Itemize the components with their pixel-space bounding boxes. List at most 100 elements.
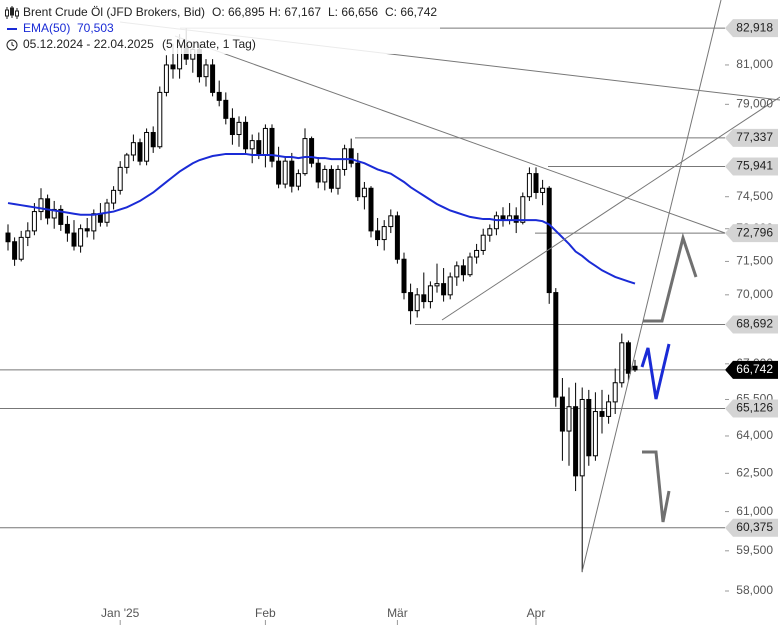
trend-line: [441, 96, 780, 321]
clock-icon: [6, 39, 18, 51]
candle-body-up: [78, 228, 84, 247]
candle-body-up: [249, 140, 255, 150]
header: Brent Crude Öl (JFD Brokers, Bid) O: 66,…: [0, 0, 440, 54]
candle-body-down: [97, 213, 103, 223]
candle-body-down: [137, 142, 143, 162]
candle-body-up: [606, 401, 612, 417]
candle-body-down: [309, 138, 315, 164]
candle-body-down: [71, 232, 77, 247]
plot-area: Jan '25 Feb Mär Apr: [0, 27, 725, 625]
candle-body-down: [276, 160, 282, 185]
y-tick-label: 71,500: [736, 254, 773, 268]
level-label: 60,375: [736, 520, 773, 534]
candle-icon: [5, 6, 19, 19]
ohlc-info: L: 66,656: [328, 5, 378, 19]
level-label: 77,337: [736, 130, 773, 144]
candle-body-up: [163, 64, 169, 93]
candle-body-up: [447, 276, 453, 296]
current-price-tag: [725, 360, 778, 379]
projection-arrow: [640, 343, 671, 400]
candle-body-up: [203, 64, 209, 78]
candle-body-up: [157, 91, 163, 148]
level-label: 65,126: [736, 401, 773, 415]
candle-body-down: [632, 365, 638, 371]
ohlc-info: C: 66,742: [385, 5, 437, 19]
y-tick-label: 79,000: [736, 96, 773, 110]
candle-body-down: [289, 160, 295, 187]
candle-body-up: [454, 265, 460, 278]
candle-body-down: [315, 162, 321, 183]
candle-body-up: [480, 234, 486, 251]
trend-line: [174, 35, 726, 234]
candle-body-up: [493, 215, 499, 230]
y-tick-label: 61,000: [736, 504, 773, 518]
candle-body-down: [368, 187, 374, 232]
y-tick-label: 74,500: [736, 189, 773, 203]
candle-body-up: [434, 283, 440, 287]
candle-body-down: [441, 283, 447, 296]
candle-body-down: [625, 342, 631, 374]
trend-line: [581, 0, 722, 573]
candle-body-up: [322, 168, 328, 183]
ohlc-info: O: 66,895: [212, 5, 265, 19]
candle-body-down: [269, 127, 275, 162]
legend-label: EMA(50): [23, 21, 70, 35]
candle-body-up: [144, 131, 150, 162]
candle-body-up: [91, 213, 97, 232]
candle-body-up: [111, 189, 117, 204]
candle-body-up: [427, 285, 433, 303]
y-tick-label: 81,000: [736, 57, 773, 71]
y-tick-label: 70,000: [736, 287, 773, 301]
candle-body-up: [474, 249, 480, 258]
y-tick-label: 59,500: [736, 543, 773, 557]
y-tick-label: 58,000: [736, 583, 773, 597]
level-tag: [725, 157, 778, 176]
candle-body-down: [559, 396, 565, 432]
candle-body-down: [348, 148, 354, 164]
candle-body-up: [282, 160, 288, 185]
candle-body-up: [467, 256, 473, 276]
level-tag: [725, 224, 778, 243]
candle-body-down: [421, 294, 427, 303]
candle-body-down: [84, 228, 90, 232]
candle-body-down: [375, 230, 381, 241]
candle-body-up: [520, 196, 526, 223]
candle-body-down: [533, 173, 539, 193]
candle-body-up: [487, 228, 493, 236]
level-label: 72,796: [736, 225, 773, 239]
candle-body-down: [394, 215, 400, 260]
level-tag: [725, 399, 778, 418]
level-label: 82,918: [736, 20, 773, 34]
candle-body-down: [223, 99, 229, 119]
price-axis: 58,00059,50061,00062,50064,00065,50067,0…: [725, 19, 778, 597]
candle-body-down: [12, 241, 18, 260]
candle-body-up: [124, 154, 130, 168]
candle-body-down: [64, 223, 70, 234]
candle-body-up: [414, 294, 420, 312]
candle-body-down: [256, 140, 262, 156]
candle-body-down: [170, 64, 176, 70]
candle-body-down: [5, 232, 11, 243]
candle-body-down: [586, 398, 592, 457]
candle-body-up: [130, 142, 136, 156]
ema-line: [7, 152, 636, 285]
x-tick-label: Apr: [527, 606, 546, 620]
candle-body-up: [236, 121, 242, 136]
date-range: 05.12.2024 - 22.04.2025: [23, 37, 154, 51]
candle-body-down: [599, 411, 605, 417]
level-tag: [725, 315, 778, 334]
candle-body-up: [117, 166, 123, 191]
candle-body-down: [229, 117, 235, 136]
candle-body-down: [150, 131, 156, 148]
candle-body-down: [355, 162, 361, 198]
candle-body-down: [216, 91, 222, 101]
legend-value: 70,503: [77, 21, 114, 35]
candle-body-down: [243, 121, 249, 150]
header-bg: [0, 0, 440, 54]
x-tick-label: Feb: [255, 606, 276, 620]
x-tick-label: Jan '25: [101, 606, 140, 620]
candle-body-down: [573, 406, 579, 477]
candle-body-up: [619, 342, 625, 384]
x-tick-label: Mär: [387, 606, 408, 620]
candle-body-up: [51, 208, 57, 219]
